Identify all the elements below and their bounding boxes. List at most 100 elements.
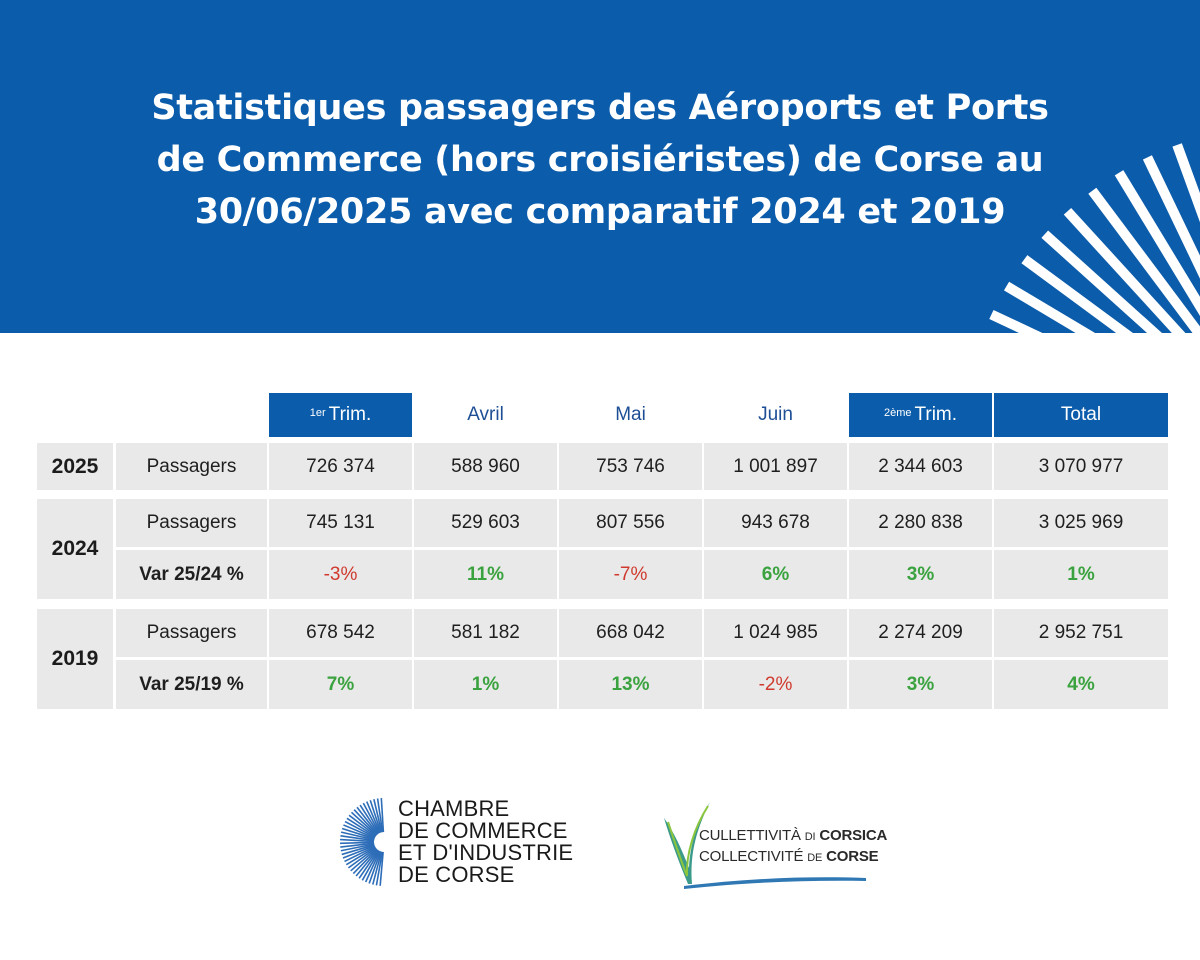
- collectivite-corse-logo-icon: [664, 802, 866, 889]
- row-label-passagers: Passagers: [116, 609, 267, 657]
- cci-logo-ray: [342, 844, 375, 859]
- collectivite-corse-logo-text: CULLETTIVITÀ DI CORSICA COLLECTIVITÉ DE …: [699, 826, 887, 868]
- table-cell: 1 024 985: [704, 609, 847, 657]
- cci-logo-text: CHAMBRE DE COMMERCE ET D'INDUSTRIE DE CO…: [398, 798, 573, 886]
- cci-logo-ray: [352, 848, 378, 875]
- cci-logo-ray: [376, 798, 384, 833]
- table-cell: 529 603: [414, 499, 557, 547]
- cci-logo-ray: [339, 841, 375, 845]
- variation-cell: 13%: [559, 660, 702, 709]
- cci-logo-ray: [353, 809, 378, 836]
- cdc-text: CULLETTIVITÀ: [699, 827, 801, 844]
- cci-logo-ray: [340, 838, 375, 843]
- sunburst-rays-decoration: [989, 143, 1200, 333]
- cci-logo-ray: [375, 851, 384, 886]
- variation-cell: -3%: [269, 550, 412, 599]
- col-header-sup: 2ème: [883, 407, 912, 419]
- col-header-sup: 1er: [309, 407, 326, 419]
- sunburst-ray: [1088, 187, 1200, 333]
- col-header-label: Trim.: [914, 404, 958, 425]
- cdc-text: CORSE: [826, 848, 879, 865]
- cci-logo-ray: [346, 817, 377, 838]
- title-line: Statistiques passagers des Aéroports et …: [151, 88, 1049, 128]
- cci-logo-ray: [371, 851, 383, 885]
- table-cell: 1 001 897: [704, 443, 847, 490]
- table-cell: 726 374: [269, 443, 412, 490]
- table-cell: 943 678: [704, 499, 847, 547]
- cdc-text: COLLECTIVITÉ: [699, 848, 804, 865]
- table-cell: 2 274 209: [849, 609, 992, 657]
- table-cell: 3 070 977: [994, 443, 1168, 490]
- cci-logo-ray: [340, 835, 375, 842]
- cci-sunburst-logo-icon: [339, 798, 385, 886]
- cci-logo-ray: [340, 843, 375, 852]
- table-cell: 581 182: [414, 609, 557, 657]
- page-title: Statistiques passagers des Aéroports et …: [0, 82, 1200, 238]
- sunburst-ray: [1003, 281, 1096, 333]
- cci-logo-ray: [379, 851, 384, 886]
- cci-logo-ray: [341, 827, 375, 840]
- sunburst-ray: [1142, 155, 1200, 279]
- col-header-q1: 1er Trim.: [269, 393, 412, 437]
- cci-logo-ray: [347, 847, 377, 869]
- cci-logo-ray: [361, 850, 380, 881]
- col-header-juin: Juin: [704, 393, 847, 437]
- year-2019-cell: 2019: [37, 609, 113, 709]
- variation-cell: -2%: [704, 660, 847, 709]
- col-header-q2: 2ème Trim.: [849, 393, 992, 437]
- variation-cell: 3%: [849, 550, 992, 599]
- col-header-label: Juin: [758, 404, 793, 425]
- title-line: de Commerce (hors croisiéristes) de Cors…: [156, 140, 1044, 180]
- sunburst-ray: [1172, 143, 1200, 223]
- cdc-text: DI: [804, 831, 816, 843]
- cci-logo-ray: [350, 811, 378, 836]
- cci-logo-line: DE COMMERCE: [398, 818, 568, 843]
- row-label-passagers: Passagers: [116, 499, 267, 547]
- cci-logo-ray: [343, 824, 376, 839]
- table-cell: 588 960: [414, 443, 557, 490]
- cci-logo-line: CHAMBRE: [398, 796, 510, 821]
- col-header-label: Avril: [467, 404, 504, 425]
- table-cell: 678 542: [269, 609, 412, 657]
- sunburst-ray: [1041, 230, 1162, 333]
- table-cell: 2 344 603: [849, 443, 992, 490]
- table-cell: 753 746: [559, 443, 702, 490]
- table-cell: 745 131: [269, 499, 412, 547]
- cci-logo-line: DE CORSE: [398, 862, 515, 887]
- variation-cell: 6%: [704, 550, 847, 599]
- table-cell: 668 042: [559, 609, 702, 657]
- header-banner: Statistiques passagers des Aéroports et …: [0, 0, 1200, 333]
- row-label-passagers: Passagers: [116, 443, 267, 490]
- table-cell: 2 952 751: [994, 609, 1168, 657]
- year-2025-cell: 2025: [37, 443, 113, 490]
- cci-logo-ray: [358, 849, 380, 879]
- cdc-text: DE: [807, 852, 823, 864]
- col-header-label: Trim.: [328, 404, 372, 425]
- cci-logo-ray: [340, 842, 375, 848]
- cci-logo-ray: [373, 798, 383, 833]
- cci-logo-ray: [355, 849, 379, 877]
- variation-cell: 1%: [994, 550, 1168, 599]
- cci-logo-ray: [366, 801, 381, 834]
- cci-logo-ray: [369, 799, 382, 833]
- cdc-text: CORSICA: [819, 827, 888, 844]
- sunburst-ray: [989, 309, 1043, 333]
- table-cell: 3 025 969: [994, 499, 1168, 547]
- table-cell: 807 556: [559, 499, 702, 547]
- cci-logo-ray: [380, 798, 385, 833]
- variation-cell: 7%: [269, 660, 412, 709]
- cci-logo-ray: [362, 802, 381, 834]
- variation-cell: 1%: [414, 660, 557, 709]
- cci-logo-ray: [345, 846, 376, 866]
- row-label-var-25-19: Var 25/19 %: [116, 660, 267, 709]
- cci-logo-ray: [350, 847, 377, 872]
- row-label-var-25-24: Var 25/24 %: [116, 550, 267, 599]
- cci-logo-ray: [364, 850, 381, 883]
- col-header-total: Total: [994, 393, 1168, 437]
- cci-logo-ray: [356, 806, 379, 835]
- col-header-label: Mai: [615, 404, 646, 425]
- cci-logo-ray: [341, 844, 375, 856]
- table-cell: 2 280 838: [849, 499, 992, 547]
- cci-logo-ray: [344, 820, 376, 839]
- variation-cell: -7%: [559, 550, 702, 599]
